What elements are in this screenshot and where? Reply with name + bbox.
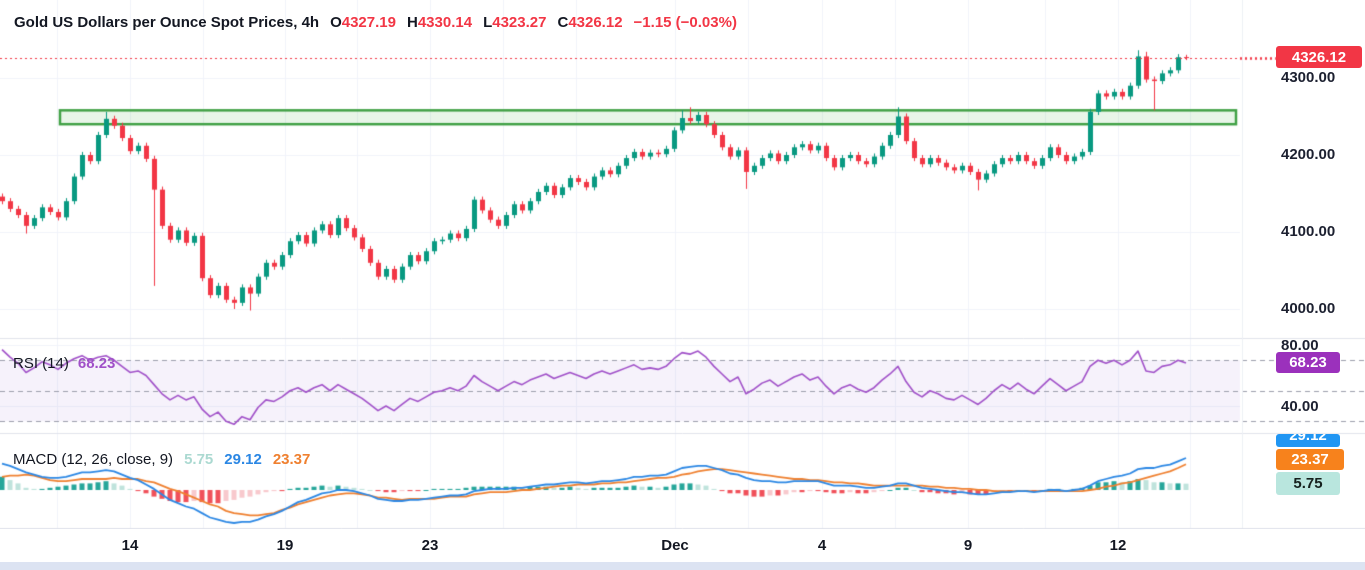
ohlc-low: L4323.27 [483,14,547,31]
last-price-badge: 4326.12 [1276,46,1362,68]
macd-hist-value: 5.75 [184,451,214,468]
rsi-value: 68.23 [77,355,116,372]
ohlc-high: H4330.14 [406,14,473,31]
macd-line-badge: 29.12 [1276,434,1340,447]
time-tick-label: 4 [817,537,827,554]
price-tick-label: 4200.00 [1281,146,1336,163]
macd-signal-value: 23.37 [272,451,311,468]
ohlc-close: C4326.12 [557,14,623,31]
macd-line-value: 29.12 [224,451,262,468]
rsi-tick-label: 80.00 [1281,337,1319,354]
chart-legend[interactable]: Gold US Dollars per Ounce Spot Prices, 4… [14,14,737,31]
price-tick-label: 4100.00 [1281,223,1336,240]
macd-legend[interactable]: MACD (12, 26, close, 9) 5.75 29.12 23.37 [13,451,310,468]
chart-title: Gold US Dollars per Ounce Spot Prices, 4… [14,14,320,31]
macd-label: MACD (12, 26, close, 9) [13,451,174,468]
ohlc-open: O4327.19 [330,14,396,31]
macd-signal-badge: 23.37 [1276,449,1344,470]
price-tick-label: 4300.00 [1281,69,1336,86]
macd-hist-badge: 5.75 [1276,472,1340,495]
time-scale[interactable]: 14 19 23 Dec 4 9 12 [0,529,1365,562]
price-tick-label: 4000.00 [1281,300,1336,317]
rsi-label: RSI (14) [13,355,69,372]
time-tick-label: 14 [121,537,139,554]
change-value: −1.15 (−0.03%) [633,14,737,31]
rsi-value-badge: 68.23 [1276,352,1340,373]
rsi-tick-label: 40.00 [1281,398,1319,415]
time-tick-label: 19 [276,537,294,554]
time-tick-label: 23 [421,537,439,554]
rsi-legend[interactable]: RSI (14) 68.23 [13,355,115,372]
time-tick-label-month: Dec [661,537,689,554]
time-tick-label: 9 [963,537,973,554]
time-tick-label: 12 [1109,537,1127,554]
bottom-scrollbar-strip [0,562,1365,570]
